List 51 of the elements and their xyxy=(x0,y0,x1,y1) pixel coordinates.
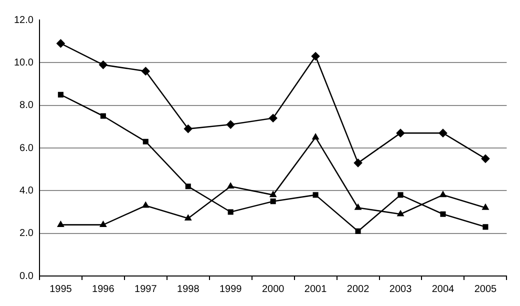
y-tick-label: 2.0 xyxy=(20,228,34,240)
y-tick-label: 8.0 xyxy=(20,100,34,112)
x-tick-label: 1999 xyxy=(219,284,242,295)
point xyxy=(270,198,276,204)
point xyxy=(228,209,234,215)
y-tick-label: 0.0 xyxy=(20,270,34,282)
x-tick-label: 2004 xyxy=(432,284,455,295)
x-tick-label: 2005 xyxy=(474,284,498,295)
y-tick-label: 6.0 xyxy=(20,142,34,154)
y-tick-label: 4.0 xyxy=(20,185,34,196)
point xyxy=(311,52,320,60)
x-tick-label: 1995 xyxy=(50,284,72,295)
point xyxy=(355,228,361,234)
point xyxy=(438,128,448,138)
point xyxy=(270,191,276,198)
point xyxy=(184,214,192,221)
y-tick-label: 10.0 xyxy=(14,57,34,68)
point xyxy=(100,113,106,119)
point xyxy=(440,211,446,217)
point xyxy=(57,221,64,227)
point xyxy=(482,224,488,230)
x-tick-label: 1996 xyxy=(92,284,115,295)
point xyxy=(99,60,108,69)
x-tick-label: 2000 xyxy=(262,284,285,295)
point xyxy=(397,210,404,216)
point xyxy=(398,192,404,198)
point xyxy=(312,134,319,140)
point xyxy=(396,128,405,138)
x-tick-label: 2001 xyxy=(304,284,328,295)
x-tick-label: 2002 xyxy=(346,284,370,295)
point xyxy=(268,114,278,122)
point xyxy=(354,158,362,168)
point xyxy=(184,124,192,133)
point xyxy=(354,204,362,210)
point xyxy=(142,202,149,208)
point xyxy=(142,138,148,144)
y-tick-label: 12.0 xyxy=(14,14,34,26)
point xyxy=(142,67,150,76)
point xyxy=(481,154,490,163)
point xyxy=(58,92,64,98)
point xyxy=(100,221,106,227)
point xyxy=(226,120,235,129)
x-tick-label: 1998 xyxy=(177,284,200,295)
point xyxy=(185,184,191,190)
point xyxy=(56,39,65,48)
point xyxy=(227,182,234,189)
x-tick-label: 1997 xyxy=(134,284,158,295)
point xyxy=(440,191,446,198)
x-tick-label: 2003 xyxy=(389,284,412,295)
point xyxy=(482,204,489,210)
point xyxy=(312,192,318,198)
